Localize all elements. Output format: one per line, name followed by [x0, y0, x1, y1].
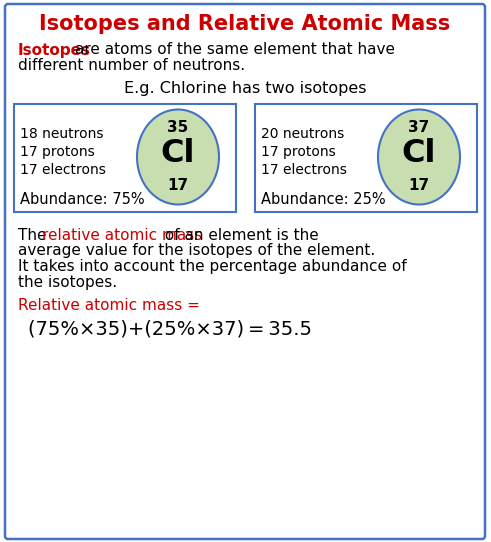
Text: Relative atomic mass =: Relative atomic mass =	[18, 299, 200, 313]
Text: Cl: Cl	[161, 139, 195, 170]
FancyBboxPatch shape	[14, 104, 236, 212]
Text: E.g. Chlorine has two isotopes: E.g. Chlorine has two isotopes	[124, 81, 366, 95]
Text: 17: 17	[409, 177, 430, 192]
Text: 17 protons: 17 protons	[261, 145, 336, 159]
FancyBboxPatch shape	[5, 4, 485, 539]
Text: 18 neutrons: 18 neutrons	[20, 127, 104, 141]
Text: Isotopes and Relative Atomic Mass: Isotopes and Relative Atomic Mass	[39, 14, 451, 34]
Text: 17 electrons: 17 electrons	[261, 163, 347, 177]
Ellipse shape	[137, 109, 219, 204]
Text: The: The	[18, 228, 52, 242]
Text: Cl: Cl	[402, 139, 436, 170]
Text: It takes into account the percentage abundance of: It takes into account the percentage abu…	[18, 260, 407, 274]
Ellipse shape	[378, 109, 460, 204]
Text: 17: 17	[167, 177, 189, 192]
Text: 20 neutrons: 20 neutrons	[261, 127, 344, 141]
Text: Isotopes: Isotopes	[18, 42, 91, 57]
Text: of an element is the: of an element is the	[160, 228, 319, 242]
Text: 17 electrons: 17 electrons	[20, 163, 106, 177]
Text: Abundance: 25%: Abundance: 25%	[261, 192, 385, 208]
Text: 35: 35	[167, 119, 189, 134]
Text: relative atomic mass: relative atomic mass	[42, 228, 202, 242]
Text: Abundance: 75%: Abundance: 75%	[20, 192, 145, 208]
Text: different number of neutrons.: different number of neutrons.	[18, 59, 245, 74]
Text: 17 protons: 17 protons	[20, 145, 95, 159]
Text: the isotopes.: the isotopes.	[18, 275, 117, 291]
FancyBboxPatch shape	[255, 104, 477, 212]
Text: average value for the isotopes of the element.: average value for the isotopes of the el…	[18, 243, 375, 259]
Text: 37: 37	[409, 119, 430, 134]
Text: (75%×35)+(25%×37) = 35.5: (75%×35)+(25%×37) = 35.5	[28, 319, 312, 339]
Text: are atoms of the same element that have: are atoms of the same element that have	[75, 42, 395, 57]
